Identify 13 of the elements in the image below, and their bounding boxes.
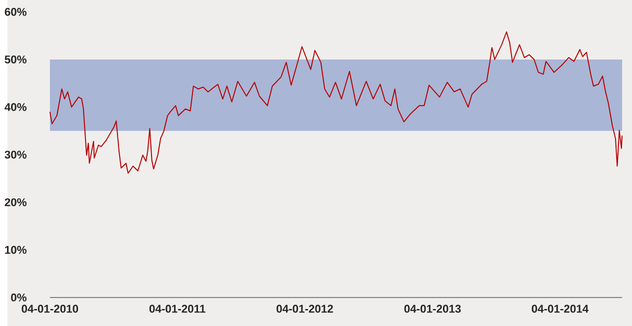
x-tick-label: 04-01-2011 (149, 304, 206, 313)
x-tick-label: 04-01-2013 (404, 304, 461, 313)
y-tick-label: 40% (4, 103, 27, 111)
y-tick-label: 60% (4, 8, 27, 16)
x-tick-label: 04-01-2012 (276, 304, 333, 313)
y-tick-label: 20% (4, 198, 27, 206)
y-tick-label: 50% (4, 55, 27, 64)
y-tick-label: 30% (4, 150, 27, 159)
y-tick-label: 0% (11, 293, 27, 302)
x-tick-label: 04-01-2014 (532, 304, 589, 313)
line-series (49, 31, 623, 174)
x-tick-label: 04-01-2010 (22, 304, 78, 313)
y-tick-label: 10% (5, 246, 27, 254)
